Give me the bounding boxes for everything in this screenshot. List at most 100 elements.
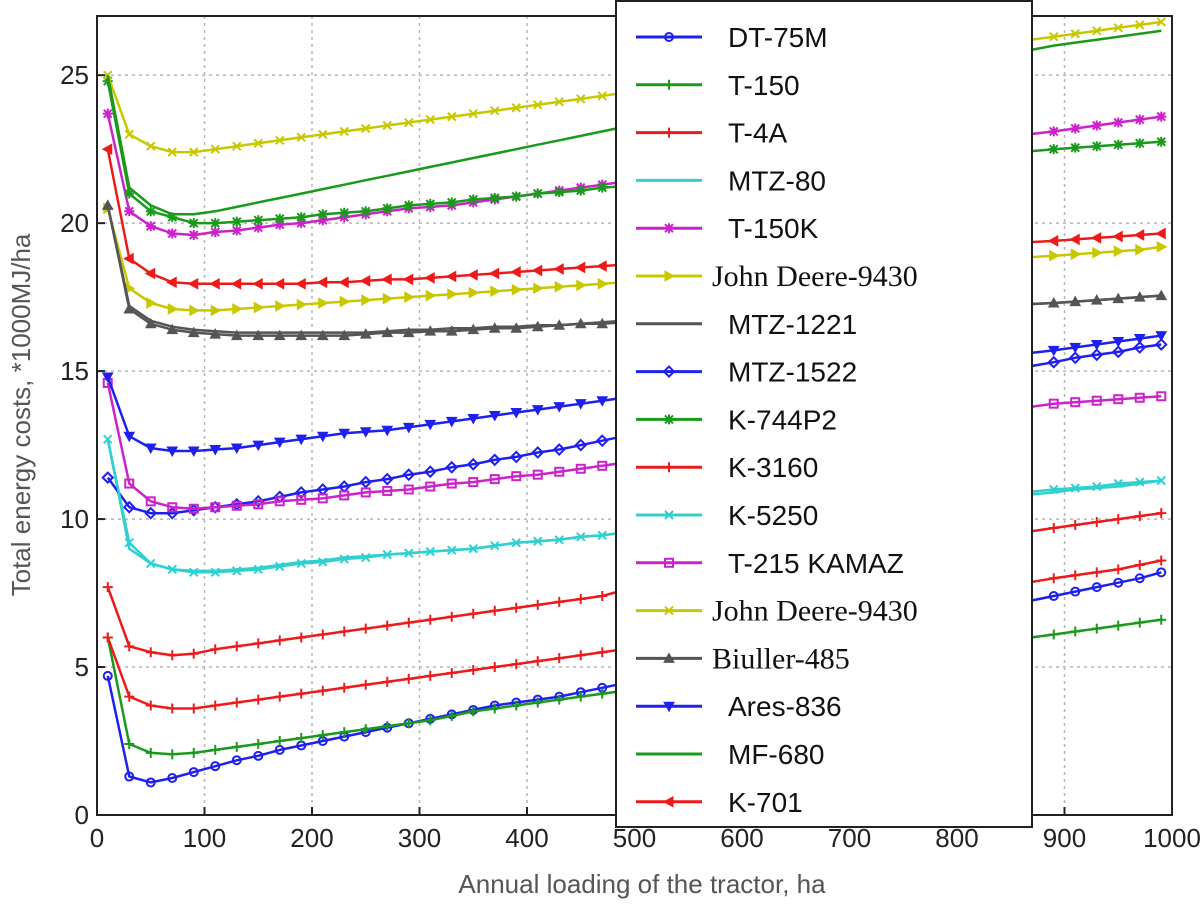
data-point [1156,136,1167,147]
data-point [1070,519,1081,530]
data-point [360,206,371,217]
legend-entry: K-5250 [636,500,818,531]
data-point [361,123,371,134]
data-point [1113,620,1124,631]
data-point [1155,331,1168,342]
legend-marker [664,462,674,473]
data-point [1091,120,1102,131]
y-tick-label: 25 [60,60,89,90]
data-point [425,546,435,557]
data-point [167,703,178,714]
data-point [101,372,114,384]
data-point [317,493,328,504]
data-point [339,490,350,501]
data-point [253,222,264,233]
data-point [1092,26,1102,36]
data-point [1156,475,1166,486]
data-point [124,188,135,199]
data-point [403,484,414,495]
data-point [146,297,157,309]
data-point [359,328,372,339]
data-point [488,453,502,467]
data-point [103,70,113,80]
data-point [1134,511,1145,522]
legend-entry: MTZ-1221 [636,309,857,340]
data-point [1069,295,1082,307]
data-point [252,440,265,452]
legend-label: DT-75M [728,22,828,53]
data-point [1135,243,1146,256]
data-point [446,710,457,721]
data-point [145,496,156,507]
data-point [338,329,351,341]
data-point [576,532,586,542]
data-point [296,218,307,229]
data-point [144,506,158,520]
data-point [1048,522,1059,533]
data-point [1091,517,1102,528]
data-point [1156,614,1167,625]
data-point [167,212,178,223]
data-point [1134,114,1145,125]
data-point [1070,248,1082,261]
data-point [467,323,480,335]
legend-marker [662,365,676,379]
legend-marker [663,652,675,663]
series-ares-836 [101,331,1168,458]
data-point [210,567,220,578]
data-point [101,471,115,485]
data-point [381,425,394,437]
data-point [402,326,415,338]
data-point [1092,481,1102,492]
data-point [552,443,566,456]
data-point [252,277,263,290]
data-point [511,659,522,670]
data-point [316,431,329,443]
data-point [424,325,437,336]
data-point [1090,348,1104,362]
data-point [273,437,286,449]
series-k-3160 [102,555,1167,714]
data-point [404,291,415,303]
data-point [511,700,522,711]
data-point [317,215,328,226]
data-point [1090,339,1103,351]
data-point [425,614,436,625]
y-axis-label: Total energy costs, *1000MJ/ha [6,233,36,596]
series-k-5250 [103,434,1166,578]
data-point [509,450,523,464]
legend-label: John Deere-9430 [712,595,918,628]
data-point [382,203,393,214]
data-point [403,718,414,729]
data-point [296,298,308,311]
x-axis-label: Annual loading of the tractor, ha [458,869,826,899]
data-point [532,697,543,708]
data-point [597,647,608,658]
data-point [317,685,328,696]
data-point [423,465,437,479]
data-point [187,326,200,338]
data-point [232,303,243,315]
data-point [296,733,307,744]
data-point [574,317,587,329]
data-point [488,411,501,422]
data-point [231,225,242,236]
data-point [188,648,199,659]
data-point [1134,559,1145,570]
data-point [489,474,500,485]
data-point [102,670,113,681]
x-tick-label: 200 [290,823,333,853]
data-point [231,641,242,652]
data-point [533,536,543,546]
data-point [230,329,243,341]
data-point [144,267,156,280]
data-point [488,267,500,280]
data-point [532,188,543,199]
data-point [253,215,264,226]
data-point [275,135,285,145]
data-point [188,703,199,714]
data-point [1135,20,1145,30]
data-point [296,558,306,569]
data-point [189,147,199,157]
data-point [533,282,544,295]
